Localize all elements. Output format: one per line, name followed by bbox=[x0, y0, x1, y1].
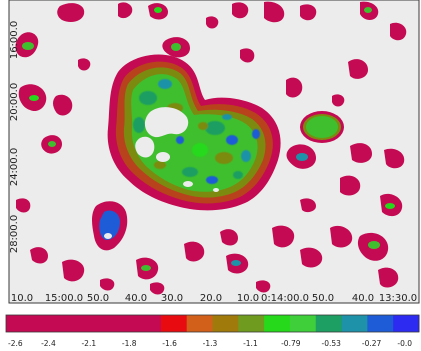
colorbar-swatch bbox=[57, 315, 84, 332]
colorbar-swatch bbox=[109, 315, 136, 332]
x-tick: 50.0 bbox=[312, 293, 334, 304]
x-tick: 15:00.0 bbox=[45, 293, 83, 304]
map-frame bbox=[8, 0, 420, 304]
colorbar-tick-label: -2.6 bbox=[8, 339, 23, 348]
right-blob-core bbox=[306, 116, 338, 138]
central-hole-small-3 bbox=[213, 188, 219, 192]
central-hole-left bbox=[135, 136, 155, 158]
colorbar-labels: -2.6 -2.4 -2.1 -1.8 -1.6 -1.3 -1.1 -0.79 -0.53 -0… bbox=[8, 339, 412, 348]
intensity-map bbox=[15, 1, 407, 295]
colorbar-swatch bbox=[135, 315, 162, 332]
colorbar-swatch bbox=[315, 315, 343, 332]
colorbar-swatch bbox=[212, 315, 239, 332]
colorbar-swatch bbox=[341, 315, 368, 332]
colorbar-swatch bbox=[393, 315, 420, 332]
colorbar-swatch bbox=[264, 315, 291, 332]
x-axis: 10.0 15:00.0 50.0 40.0 30.0 20.0 10.0 0:… bbox=[11, 293, 417, 304]
x-tick: 30.0 bbox=[161, 293, 183, 304]
colorbar-tick-label: -1.1 bbox=[243, 339, 258, 348]
y-tick: 24:00.0 bbox=[9, 148, 20, 186]
colorbar-swatch bbox=[367, 315, 394, 332]
colorbar-swatch bbox=[6, 315, 33, 332]
colorbar-tick-label: -0.79 bbox=[281, 339, 301, 348]
core-mottling bbox=[133, 79, 260, 184]
colorbar-swatch bbox=[31, 315, 59, 332]
x-tick: 10.0 bbox=[237, 293, 259, 304]
x-tick: 40.0 bbox=[352, 293, 374, 304]
colorbar-swatch bbox=[238, 315, 265, 332]
colorbar-tick-label: -0.27 bbox=[362, 339, 382, 348]
central-hole-small-1 bbox=[156, 152, 170, 162]
y-tick: 16:00.0 bbox=[9, 21, 20, 59]
x-tick: 13:30.0 bbox=[379, 293, 417, 304]
colorbar-tick-label: -1.3 bbox=[203, 339, 218, 348]
x-tick: 50.0 bbox=[87, 293, 109, 304]
x-tick: 40.0 bbox=[125, 293, 147, 304]
x-tick: 10.0 bbox=[11, 293, 33, 304]
y-tick: 28:00.0 bbox=[9, 215, 20, 253]
colorbar-tick-label: -0.0 bbox=[397, 339, 412, 348]
x-tick: 0:14:00.0 bbox=[261, 293, 309, 304]
y-tick: 20:00.0 bbox=[9, 83, 20, 121]
colorbar-frame bbox=[5, 314, 420, 333]
colorbar-swatches bbox=[6, 315, 420, 332]
colorbar-tick-label: -1.8 bbox=[122, 339, 137, 348]
colorbar: -2.6 -2.4 -2.1 -1.8 -1.6 -1.3 -1.1 -0.79 -0.53 -0… bbox=[5, 314, 420, 348]
colorbar-swatch bbox=[160, 315, 188, 332]
central-hole-small-2 bbox=[183, 181, 193, 187]
x-tick: 20.0 bbox=[200, 293, 222, 304]
central-hole-upper bbox=[144, 107, 189, 138]
colorbar-swatch bbox=[83, 315, 110, 332]
colorbar-swatch bbox=[186, 315, 213, 332]
scattered-clumps bbox=[15, 1, 407, 295]
colorbar-tick-label: -1.6 bbox=[162, 339, 177, 348]
colorbar-tick-label: -2.4 bbox=[41, 339, 56, 348]
colorbar-tick-label: -2.1 bbox=[81, 339, 96, 348]
colorbar-tick-label: -0.53 bbox=[321, 339, 341, 348]
colorbar-swatch bbox=[289, 315, 317, 332]
y-axis: 16:00.0 20:00.0 24:00.0 28:00.0 bbox=[9, 21, 20, 253]
